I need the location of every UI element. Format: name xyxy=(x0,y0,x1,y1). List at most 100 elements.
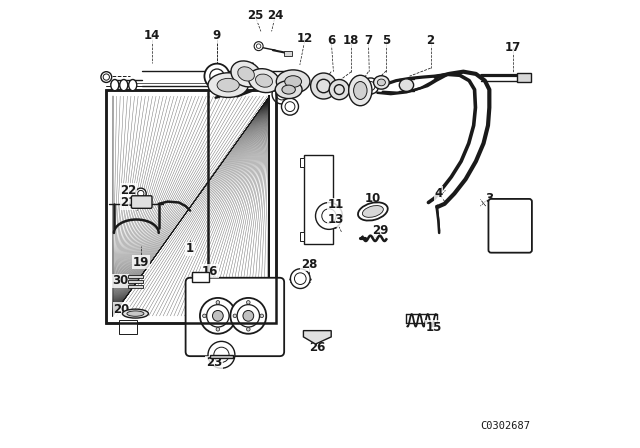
Circle shape xyxy=(504,223,516,234)
FancyBboxPatch shape xyxy=(131,196,152,208)
Ellipse shape xyxy=(237,67,255,81)
Circle shape xyxy=(246,301,250,304)
Ellipse shape xyxy=(378,79,385,86)
Text: 28: 28 xyxy=(301,258,317,271)
Circle shape xyxy=(504,210,516,222)
Circle shape xyxy=(230,314,233,318)
Circle shape xyxy=(322,209,336,223)
Text: 16: 16 xyxy=(202,264,218,278)
Text: 15: 15 xyxy=(426,320,442,334)
Circle shape xyxy=(362,78,379,94)
Circle shape xyxy=(507,238,513,244)
Text: 23: 23 xyxy=(205,356,222,370)
Text: 2: 2 xyxy=(427,34,435,47)
Circle shape xyxy=(366,82,375,90)
Ellipse shape xyxy=(208,73,248,97)
Text: 25: 25 xyxy=(247,9,263,22)
Ellipse shape xyxy=(285,76,301,87)
Circle shape xyxy=(507,225,513,232)
FancyBboxPatch shape xyxy=(284,51,292,56)
Circle shape xyxy=(507,213,513,219)
Circle shape xyxy=(216,301,220,304)
Circle shape xyxy=(310,73,337,99)
FancyBboxPatch shape xyxy=(210,355,232,358)
Text: 17: 17 xyxy=(504,40,521,54)
Ellipse shape xyxy=(248,69,280,93)
FancyBboxPatch shape xyxy=(240,320,258,334)
Text: 19: 19 xyxy=(132,255,149,269)
FancyBboxPatch shape xyxy=(128,280,143,283)
Ellipse shape xyxy=(362,206,383,217)
Text: 8: 8 xyxy=(289,79,297,93)
FancyBboxPatch shape xyxy=(517,73,531,82)
Text: 14: 14 xyxy=(144,29,160,43)
Circle shape xyxy=(334,85,344,95)
Ellipse shape xyxy=(129,79,137,91)
FancyBboxPatch shape xyxy=(305,155,333,244)
Ellipse shape xyxy=(127,311,144,316)
Text: 7: 7 xyxy=(364,34,372,47)
Text: 27: 27 xyxy=(504,223,521,236)
Text: C0302687: C0302687 xyxy=(481,421,531,431)
FancyBboxPatch shape xyxy=(128,285,143,288)
Ellipse shape xyxy=(399,79,413,91)
Text: 13: 13 xyxy=(328,213,344,226)
Circle shape xyxy=(216,327,220,331)
Ellipse shape xyxy=(122,309,148,318)
FancyBboxPatch shape xyxy=(186,278,284,356)
Circle shape xyxy=(204,64,230,89)
FancyBboxPatch shape xyxy=(300,158,305,167)
Circle shape xyxy=(237,305,260,327)
Circle shape xyxy=(136,188,146,199)
Circle shape xyxy=(329,79,349,99)
Ellipse shape xyxy=(255,74,273,87)
Circle shape xyxy=(276,88,288,100)
Circle shape xyxy=(282,98,298,115)
Circle shape xyxy=(138,190,144,197)
FancyBboxPatch shape xyxy=(119,320,137,334)
Text: 4: 4 xyxy=(435,187,443,200)
Text: 18: 18 xyxy=(343,34,360,47)
Circle shape xyxy=(294,273,306,284)
Ellipse shape xyxy=(349,75,372,106)
Circle shape xyxy=(200,298,236,334)
Circle shape xyxy=(203,314,206,318)
Circle shape xyxy=(317,79,330,93)
Text: 24: 24 xyxy=(267,9,284,22)
Circle shape xyxy=(207,305,229,327)
Circle shape xyxy=(272,84,292,104)
Ellipse shape xyxy=(275,81,302,99)
Text: 10: 10 xyxy=(365,191,381,205)
Circle shape xyxy=(101,72,111,82)
Circle shape xyxy=(243,310,253,321)
Text: 1: 1 xyxy=(186,242,194,255)
Text: 26: 26 xyxy=(308,340,325,354)
Circle shape xyxy=(210,69,224,83)
FancyBboxPatch shape xyxy=(300,232,305,241)
Circle shape xyxy=(103,74,109,80)
Text: 21: 21 xyxy=(120,196,137,209)
Ellipse shape xyxy=(358,202,388,220)
Ellipse shape xyxy=(282,85,296,94)
Circle shape xyxy=(233,314,237,318)
Text: 3: 3 xyxy=(485,191,493,205)
Ellipse shape xyxy=(276,70,310,93)
Polygon shape xyxy=(303,331,332,344)
FancyBboxPatch shape xyxy=(488,199,532,253)
Text: 29: 29 xyxy=(372,224,388,237)
Circle shape xyxy=(285,102,295,112)
Text: 30: 30 xyxy=(113,274,129,288)
Text: 22: 22 xyxy=(120,184,137,197)
Circle shape xyxy=(316,202,342,229)
FancyBboxPatch shape xyxy=(128,275,143,278)
Text: 12: 12 xyxy=(297,31,314,45)
Circle shape xyxy=(254,42,263,51)
Ellipse shape xyxy=(120,79,128,91)
Text: 5: 5 xyxy=(382,34,390,47)
Circle shape xyxy=(257,44,261,48)
Circle shape xyxy=(260,314,264,318)
Ellipse shape xyxy=(231,61,261,87)
Text: 9: 9 xyxy=(213,29,221,43)
Circle shape xyxy=(208,341,235,368)
Text: 20: 20 xyxy=(113,302,130,316)
